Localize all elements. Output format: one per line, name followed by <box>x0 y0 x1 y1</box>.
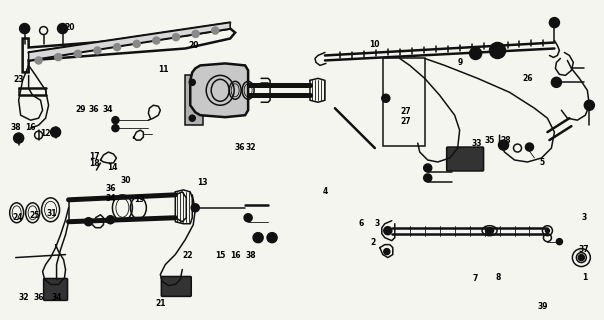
Circle shape <box>584 100 594 110</box>
Text: 25: 25 <box>29 211 40 220</box>
Circle shape <box>173 34 179 41</box>
Text: 39: 39 <box>538 302 548 311</box>
Text: 36: 36 <box>235 143 245 152</box>
Circle shape <box>192 30 199 37</box>
Circle shape <box>191 204 199 212</box>
Text: 37: 37 <box>579 245 590 254</box>
Text: 18: 18 <box>89 159 100 168</box>
Text: 29: 29 <box>76 105 86 114</box>
Ellipse shape <box>486 228 493 234</box>
Bar <box>383 59 425 146</box>
Text: 5: 5 <box>539 158 544 167</box>
Text: 30: 30 <box>120 176 130 185</box>
Text: 36: 36 <box>105 184 115 193</box>
Circle shape <box>579 255 584 260</box>
Text: 16: 16 <box>231 251 241 260</box>
Text: 9: 9 <box>457 58 463 67</box>
Text: 27: 27 <box>400 117 411 126</box>
Text: 22: 22 <box>182 251 193 260</box>
Text: 32: 32 <box>18 292 29 301</box>
Circle shape <box>106 216 114 224</box>
Text: 7: 7 <box>473 274 478 283</box>
Circle shape <box>57 24 68 34</box>
Text: 3: 3 <box>374 219 380 228</box>
Circle shape <box>85 218 92 226</box>
Text: 14: 14 <box>107 164 117 172</box>
Text: 15: 15 <box>216 251 226 260</box>
Text: 8: 8 <box>495 273 501 282</box>
Text: 32: 32 <box>246 143 256 152</box>
Circle shape <box>35 57 42 64</box>
Text: 2: 2 <box>370 238 376 247</box>
Text: 27: 27 <box>400 107 411 116</box>
Text: 34: 34 <box>103 105 113 114</box>
Circle shape <box>424 174 432 182</box>
Circle shape <box>94 47 101 54</box>
Circle shape <box>384 249 390 255</box>
Text: 35: 35 <box>485 136 495 145</box>
Text: 34: 34 <box>51 292 62 301</box>
Circle shape <box>55 54 62 60</box>
Circle shape <box>382 94 390 102</box>
Text: 21: 21 <box>155 299 165 308</box>
Circle shape <box>498 140 509 150</box>
Circle shape <box>114 44 121 51</box>
Text: 12: 12 <box>40 129 51 138</box>
Circle shape <box>550 18 559 28</box>
Circle shape <box>267 233 277 243</box>
Text: 1: 1 <box>583 273 588 282</box>
Circle shape <box>424 164 432 172</box>
Circle shape <box>51 127 60 137</box>
Text: 34: 34 <box>105 194 115 203</box>
Circle shape <box>244 214 252 222</box>
Text: 11: 11 <box>158 65 169 74</box>
Circle shape <box>153 37 160 44</box>
Circle shape <box>212 27 219 34</box>
Text: 20: 20 <box>65 23 76 32</box>
Text: 38: 38 <box>10 123 21 132</box>
Text: 13: 13 <box>198 178 208 187</box>
FancyBboxPatch shape <box>161 276 191 296</box>
Text: 33: 33 <box>472 139 482 148</box>
Text: 20: 20 <box>188 41 199 50</box>
Text: 3: 3 <box>582 213 586 222</box>
Text: 24: 24 <box>12 213 23 222</box>
FancyBboxPatch shape <box>43 278 68 300</box>
Text: 4: 4 <box>323 187 327 196</box>
Circle shape <box>253 233 263 243</box>
Circle shape <box>189 115 195 121</box>
Bar <box>185 76 203 125</box>
Polygon shape <box>190 63 248 117</box>
Circle shape <box>525 143 533 151</box>
Circle shape <box>551 77 561 87</box>
Text: 31: 31 <box>47 209 57 218</box>
Circle shape <box>189 79 195 85</box>
Circle shape <box>470 47 481 60</box>
Text: 26: 26 <box>522 74 533 83</box>
Circle shape <box>74 50 82 57</box>
Circle shape <box>112 117 119 124</box>
Circle shape <box>384 227 392 235</box>
Text: 19: 19 <box>134 195 144 204</box>
Text: 10: 10 <box>369 40 379 49</box>
Text: 38: 38 <box>245 251 256 260</box>
Text: 36: 36 <box>33 292 44 301</box>
Circle shape <box>14 133 24 143</box>
Circle shape <box>112 125 119 132</box>
Text: 17: 17 <box>89 152 100 161</box>
Circle shape <box>490 43 506 59</box>
Text: 16: 16 <box>25 123 36 132</box>
Polygon shape <box>28 23 230 60</box>
Circle shape <box>20 24 30 34</box>
Text: 28: 28 <box>500 136 511 145</box>
Text: 36: 36 <box>89 105 99 114</box>
FancyBboxPatch shape <box>447 147 484 171</box>
Circle shape <box>545 229 550 233</box>
Circle shape <box>133 40 140 47</box>
Circle shape <box>556 239 562 244</box>
Text: 23: 23 <box>13 75 24 84</box>
Text: 6: 6 <box>358 219 364 228</box>
